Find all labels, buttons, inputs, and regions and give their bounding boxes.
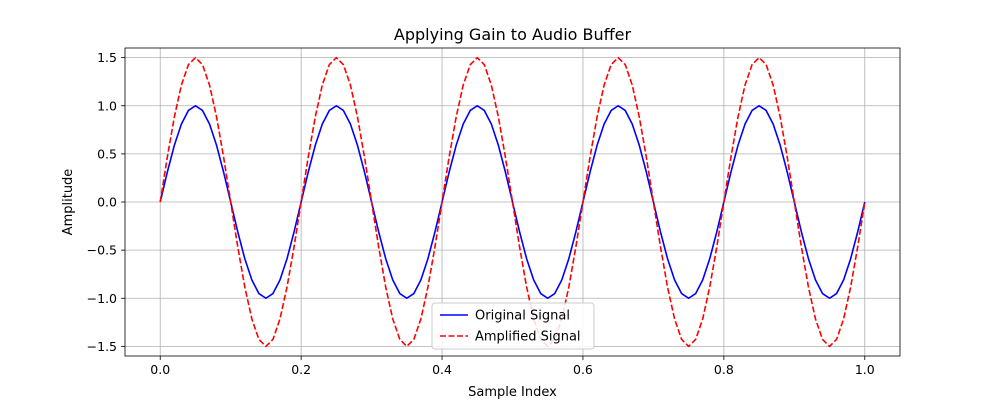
legend-label: Original Signal (475, 309, 570, 324)
legend-box (431, 302, 595, 350)
y-tick-label: 0.0 (97, 195, 117, 210)
legend-label: Amplified Signal (475, 330, 581, 345)
series-line-original-signal (159, 104, 866, 300)
x-tick-label: 0.4 (432, 362, 452, 377)
x-tick-label: 0.6 (573, 362, 593, 377)
y-axis-label: Amplitude (61, 169, 76, 236)
y-tick-label: 0.5 (97, 146, 117, 161)
series-layer (159, 56, 866, 348)
y-tick-label: −0.5 (87, 243, 117, 258)
y-tick-label: 1.5 (97, 50, 117, 65)
x-axis-label: Sample Index (468, 385, 557, 400)
x-tick-label: 0.0 (150, 362, 170, 377)
y-tick-label: 1.0 (97, 98, 117, 113)
x-tick-label: 0.8 (714, 362, 734, 377)
y-tick-label: −1.0 (87, 291, 117, 306)
chart-title: Applying Gain to Audio Buffer (394, 25, 632, 44)
ticks: 0.0 0.2 0.4 0.6 0.8 1.0 −1.5 −1.0 −0.5 0.0 0.5 1.0 1… (87, 50, 875, 377)
x-tick-label: 1.0 (855, 362, 875, 377)
legend: Original Signal Amplified Signal (431, 302, 595, 350)
x-tick-label: 0.2 (291, 362, 311, 377)
y-tick-label: −1.5 (87, 339, 117, 354)
